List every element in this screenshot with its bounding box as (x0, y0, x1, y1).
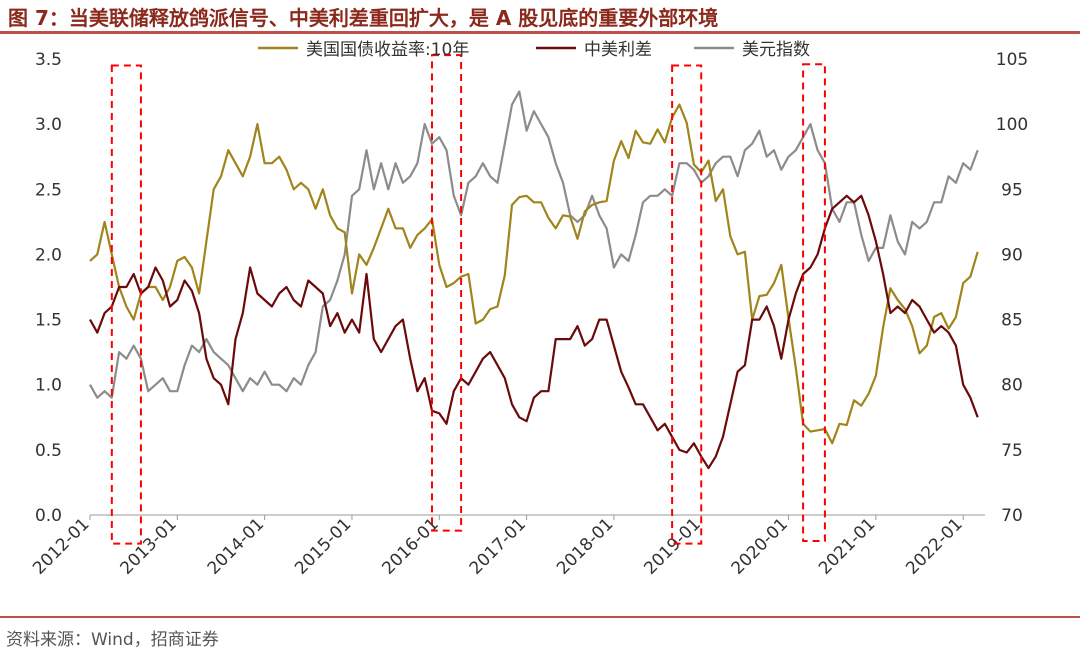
dashed-highlight-box (110, 64, 142, 545)
x-tick-label: 2014-01 (204, 514, 268, 578)
series-line-us-10y-yield (89, 103, 979, 445)
title-rule (0, 31, 1080, 34)
legend: 美国国债收益率:10年 中美利差 美元指数 (258, 40, 810, 60)
x-tick-label: 2022-01 (902, 514, 966, 578)
y-left-tick-label: 0.0 (35, 506, 62, 526)
source-note: 资料来源：Wind，招商证券 (6, 630, 219, 650)
legend-label: 中美利差 (584, 40, 652, 60)
y-left-tick-label: 2.0 (35, 245, 62, 265)
dashed-highlight-box (671, 64, 703, 545)
legend-label: 美元指数 (742, 40, 810, 60)
annotation-layer (110, 54, 826, 545)
x-tick-label: 2013-01 (116, 514, 180, 578)
dashed-highlight-box (430, 54, 463, 532)
x-tick-label: 2015-01 (291, 514, 355, 578)
x-tick-label: 2017-01 (466, 514, 530, 578)
chart-title: 图 7：当美联储释放鸽派信号、中美利差重回扩大，是 A 股见底的重要外部环境 (8, 6, 719, 30)
axes-layer: 0.0 0.5 1.0 1.5 2.0 2.5 3.0 3.5 70 75 80 85 90 95 100 1… (29, 50, 1028, 579)
y-left-tick-label: 1.0 (35, 376, 62, 396)
x-tick-label: 2016-01 (378, 514, 442, 578)
y-right-tick-label: 100 (996, 115, 1028, 135)
y-left-tick-label: 1.5 (35, 311, 62, 331)
y-right-tick-label: 105 (996, 50, 1028, 70)
y-right-tick-label: 95 (1001, 180, 1023, 200)
dashed-highlight-box (802, 63, 826, 543)
line-chart: 0.0 0.5 1.0 1.5 2.0 2.5 3.0 3.5 70 75 80 85 90 95 100 1… (29, 40, 1028, 579)
y-left-tick-label: 3.0 (35, 115, 62, 135)
series-line-dollar-index (89, 90, 979, 399)
y-right-tick-label: 70 (1001, 506, 1023, 526)
footer-rule (0, 616, 1080, 618)
x-tick-label: 2018-01 (553, 514, 617, 578)
x-tick-label: 2020-01 (728, 514, 792, 578)
legend-label: 美国国债收益率:10年 (306, 40, 469, 60)
y-left-tick-label: 2.5 (35, 180, 62, 200)
y-right-tick-label: 85 (1001, 311, 1023, 331)
series-layer (89, 90, 979, 470)
series-line-cn-us-spread (89, 194, 979, 470)
y-right-tick-label: 80 (1001, 376, 1023, 396)
y-left-tick-label: 0.5 (35, 441, 62, 461)
y-right-tick-label: 90 (1001, 245, 1023, 265)
y-left-tick-label: 3.5 (35, 50, 62, 70)
y-right-tick-label: 75 (1001, 441, 1023, 461)
